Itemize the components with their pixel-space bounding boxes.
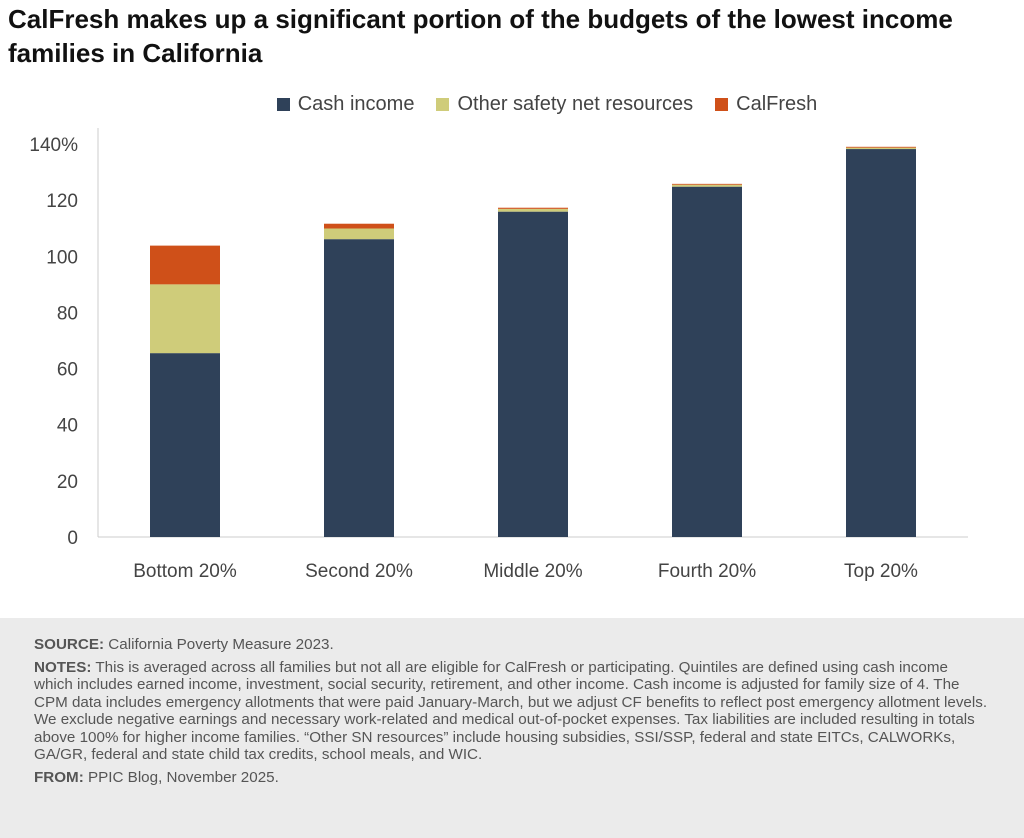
legend-item-cash-income: Cash income [276, 93, 415, 116]
y-tick-label: 60 [57, 360, 78, 381]
x-tick-label: Fourth 20% [658, 561, 756, 582]
bar-segment [846, 147, 916, 150]
legend-item-other-safety-net: Other safety net resources [436, 93, 693, 116]
bar-segment [846, 146, 916, 148]
bar-segment [324, 228, 394, 240]
y-tick-label: 120 [46, 191, 78, 212]
bar-segment [324, 223, 394, 229]
notes-line: NOTES: This is averaged across all famil… [34, 659, 990, 764]
bar-segment [846, 149, 916, 537]
source-text: California Poverty Measure 2023. [108, 636, 334, 653]
bar-segment [498, 211, 568, 537]
bar-segment [150, 353, 220, 537]
notes-text: This is averaged across all families but… [34, 658, 988, 764]
source-label: SOURCE: [34, 636, 105, 653]
y-tick-label: 100 [46, 247, 78, 268]
bar-segment [498, 207, 568, 209]
bar-chart: 0 20 40 60 80 100 120 140% Bottom 20% Second 20% M… [29, 128, 968, 582]
x-tick-label: Middle 20% [483, 561, 582, 582]
legend-label: CalFresh [736, 93, 818, 115]
bar-segment [672, 184, 742, 187]
source-line: SOURCE: California Poverty Measure 2023. [34, 636, 990, 654]
x-tick-label: Second 20% [305, 561, 413, 582]
bar-segment [324, 239, 394, 537]
bar-segment [672, 186, 742, 537]
notes-label: NOTES: [34, 658, 92, 676]
from-label: FROM: [34, 768, 84, 786]
legend-item-calfresh: CalFresh [715, 93, 817, 116]
bar-segment [672, 183, 742, 185]
x-tick-label: Bottom 20% [133, 561, 237, 582]
footer-notes: SOURCE: California Poverty Measure 2023.… [0, 618, 1024, 838]
bar-segment [498, 208, 568, 212]
bar-segment [150, 284, 220, 354]
legend-label: Other safety net resources [457, 93, 694, 115]
legend: Cash income Other safety net resources C… [0, 93, 1024, 116]
from-line: FROM: PPIC Blog, November 2025. [34, 769, 990, 787]
x-tick-label: Top 20% [844, 561, 918, 582]
bar-segment [150, 245, 220, 285]
y-tick-label: 80 [57, 303, 78, 324]
from-text: PPIC Blog, November 2025. [88, 768, 279, 786]
y-tick-label: 140% [29, 135, 78, 156]
y-tick-label: 40 [57, 416, 78, 437]
chart-title: CalFresh makes up a significant portion … [8, 4, 953, 68]
legend-label: Cash income [297, 93, 415, 115]
y-tick-label: 0 [67, 528, 78, 549]
y-tick-label: 20 [57, 472, 78, 493]
